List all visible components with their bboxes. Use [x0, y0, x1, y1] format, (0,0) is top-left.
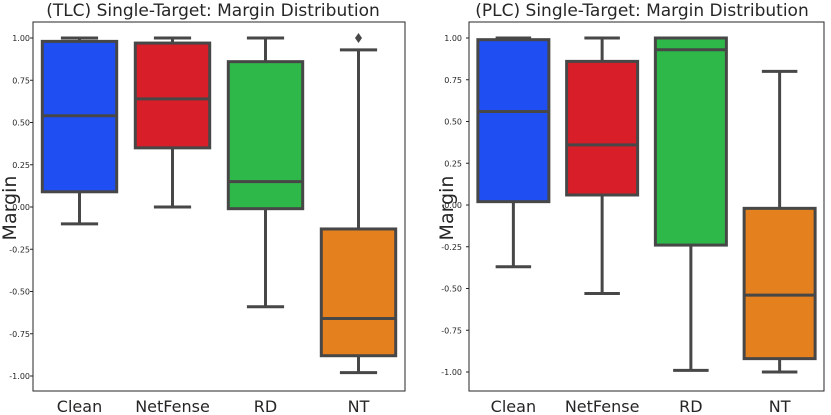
box-nt [742, 69, 817, 374]
y-tick-label: -0.25 [441, 243, 462, 252]
box-body [476, 38, 551, 204]
x-tick-label: NetFense [135, 397, 210, 415]
y-tick-label: 0.25 [444, 159, 462, 168]
y-tick-label: -0.50 [9, 288, 30, 297]
x-tick-label: Clean [57, 397, 102, 415]
y-tick-label: 0.50 [444, 118, 462, 127]
panel-tlc: (TLC) Single-Target: Margin Distribution… [0, 1, 406, 415]
y-tick-label: 0.75 [444, 76, 462, 85]
y-tick-label: 0.50 [12, 119, 30, 128]
plot-frame [468, 21, 825, 392]
x-tick-label: RD [679, 397, 702, 415]
box-body [742, 206, 817, 361]
y-axis-label: Margin [436, 176, 458, 241]
y-tick-label: 0.00 [444, 201, 462, 210]
y-tick-label: -0.50 [441, 285, 462, 294]
box-body [133, 41, 212, 150]
box-clean [40, 36, 119, 226]
outlier-point [355, 33, 362, 43]
y-tick-label: -0.75 [9, 330, 30, 339]
y-axis-label: Margin [0, 176, 21, 241]
box-body [653, 36, 728, 247]
x-tick-label: RD [254, 397, 277, 415]
box-rd [226, 36, 305, 309]
box-clean [476, 36, 551, 269]
box-netfense [133, 36, 212, 209]
y-tick-label: 1.00 [444, 34, 462, 43]
chart-title: (PLC) Single-Target: Margin Distribution [475, 1, 808, 21]
box-rd [653, 36, 728, 372]
y-tick-label: -0.25 [9, 245, 30, 254]
box-body [565, 59, 640, 197]
y-tick-label: 0.75 [12, 76, 30, 85]
y-tick-label: -1.00 [441, 368, 462, 377]
y-tick-label: 0.00 [12, 203, 30, 212]
x-tick-label: NT [348, 397, 370, 415]
x-tick-label: NetFense [565, 397, 640, 415]
box-nt [319, 33, 398, 375]
x-tick-label: Clean [491, 397, 536, 415]
panel-plc: (PLC) Single-Target: Margin Distribution… [436, 1, 825, 415]
x-tick-label: NT [769, 397, 791, 415]
y-tick-label: 0.25 [12, 161, 30, 170]
box-netfense [565, 36, 640, 296]
y-tick-label: -1.00 [9, 372, 30, 381]
y-tick-label: 1.00 [12, 34, 30, 43]
box-body [226, 60, 305, 211]
box-body [319, 227, 398, 358]
y-tick-label: -0.75 [441, 326, 462, 335]
chart-title: (TLC) Single-Target: Margin Distribution [46, 1, 380, 21]
